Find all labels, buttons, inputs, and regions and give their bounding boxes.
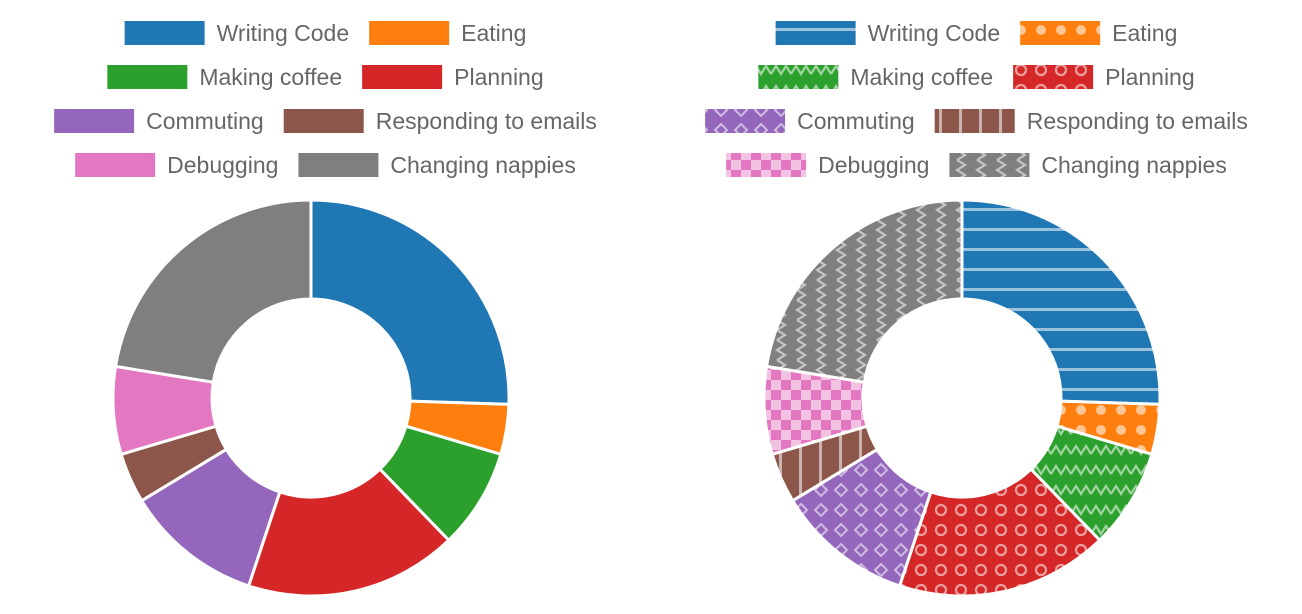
slice-planning[interactable] <box>246 466 451 598</box>
legend-item-responding-to-emails[interactable]: Responding to emails <box>283 108 597 134</box>
legend-swatch-writing-code <box>124 21 205 45</box>
legend-swatch-changing-nappies <box>298 153 379 177</box>
legend-label-planning: Planning <box>454 64 544 90</box>
patterned-arcs <box>762 198 1162 598</box>
legend-swatch-eating <box>369 21 450 45</box>
legend-label-debugging: Debugging <box>167 152 278 178</box>
doughnut-chart-patterned: Writing Code Eating Making coffee Planning C… <box>651 0 1302 614</box>
legend-label-responding-to-emails: Responding to emails <box>376 108 597 134</box>
legend-item-making-coffee[interactable]: Making coffee <box>107 64 342 90</box>
legend-item-responding-to-emails[interactable]: Responding to emails <box>934 108 1248 134</box>
legend-item-writing-code[interactable]: Writing Code <box>124 20 350 46</box>
legend-item-commuting[interactable]: Commuting <box>54 108 264 134</box>
doughnut-chart-patterned-svg: Writing Code Eating Making coffee Planning C… <box>705 20 1248 598</box>
legend-swatch-making-coffee <box>758 65 839 89</box>
slice-writing-code[interactable] <box>309 198 511 406</box>
legend-swatch-debugging <box>75 153 156 177</box>
legend-label-writing-code: Writing Code <box>217 20 350 46</box>
legend-item-making-coffee[interactable]: Making coffee <box>758 64 993 90</box>
solid-arcs <box>111 198 511 598</box>
legend-item-eating[interactable]: Eating <box>1020 20 1177 46</box>
legend-label-responding-to-emails: Responding to emails <box>1027 108 1248 134</box>
legend-label-eating: Eating <box>461 20 526 46</box>
legend-label-planning: Planning <box>1105 64 1195 90</box>
legend-label-commuting: Commuting <box>146 108 264 134</box>
legend-swatch-planning <box>1013 65 1094 89</box>
legend-item-planning[interactable]: Planning <box>1013 64 1195 90</box>
legend-label-debugging: Debugging <box>818 152 929 178</box>
doughnut-chart-solid-svg: Writing Code Eating Making coffee Planning C… <box>54 20 597 598</box>
legend-item-writing-code[interactable]: Writing Code <box>775 20 1001 46</box>
legend-swatch-changing-nappies <box>949 153 1030 177</box>
slice-planning[interactable] <box>897 466 1102 598</box>
legend-swatch-planning <box>362 65 443 89</box>
legend-swatch-commuting <box>705 109 786 133</box>
legend-swatch-responding-to-emails <box>934 109 1015 133</box>
solid-legend: Writing Code Eating Making coffee Planning C… <box>54 20 597 178</box>
legend-item-planning[interactable]: Planning <box>362 64 544 90</box>
legend-swatch-responding-to-emails <box>283 109 364 133</box>
legend-swatch-making-coffee <box>107 65 188 89</box>
doughnut-chart-solid: Writing Code Eating Making coffee Planning C… <box>54 20 597 598</box>
legend-label-changing-nappies: Changing nappies <box>390 152 575 178</box>
legend-label-making-coffee: Making coffee <box>199 64 342 90</box>
legend-label-changing-nappies: Changing nappies <box>1041 152 1226 178</box>
legend-item-changing-nappies[interactable]: Changing nappies <box>298 152 576 178</box>
legend-label-making-coffee: Making coffee <box>850 64 993 90</box>
legend-label-eating: Eating <box>1112 20 1177 46</box>
legend-swatch-debugging <box>726 153 807 177</box>
legend-item-changing-nappies[interactable]: Changing nappies <box>949 152 1227 178</box>
slice-changing-nappies[interactable] <box>113 198 313 384</box>
slice-changing-nappies[interactable] <box>764 198 964 384</box>
legend-swatch-eating <box>1020 21 1101 45</box>
legend-item-commuting[interactable]: Commuting <box>705 108 915 134</box>
legend-item-debugging[interactable]: Debugging <box>75 152 278 178</box>
legend-swatch-commuting <box>54 109 135 133</box>
legend-swatch-writing-code <box>775 21 856 45</box>
slice-writing-code[interactable] <box>960 198 1162 406</box>
legend-label-writing-code: Writing Code <box>868 20 1001 46</box>
patterned-legend: Writing Code Eating Making coffee Planning C… <box>705 20 1248 178</box>
legend-item-debugging[interactable]: Debugging <box>726 152 929 178</box>
legend-item-eating[interactable]: Eating <box>369 20 526 46</box>
legend-label-commuting: Commuting <box>797 108 915 134</box>
